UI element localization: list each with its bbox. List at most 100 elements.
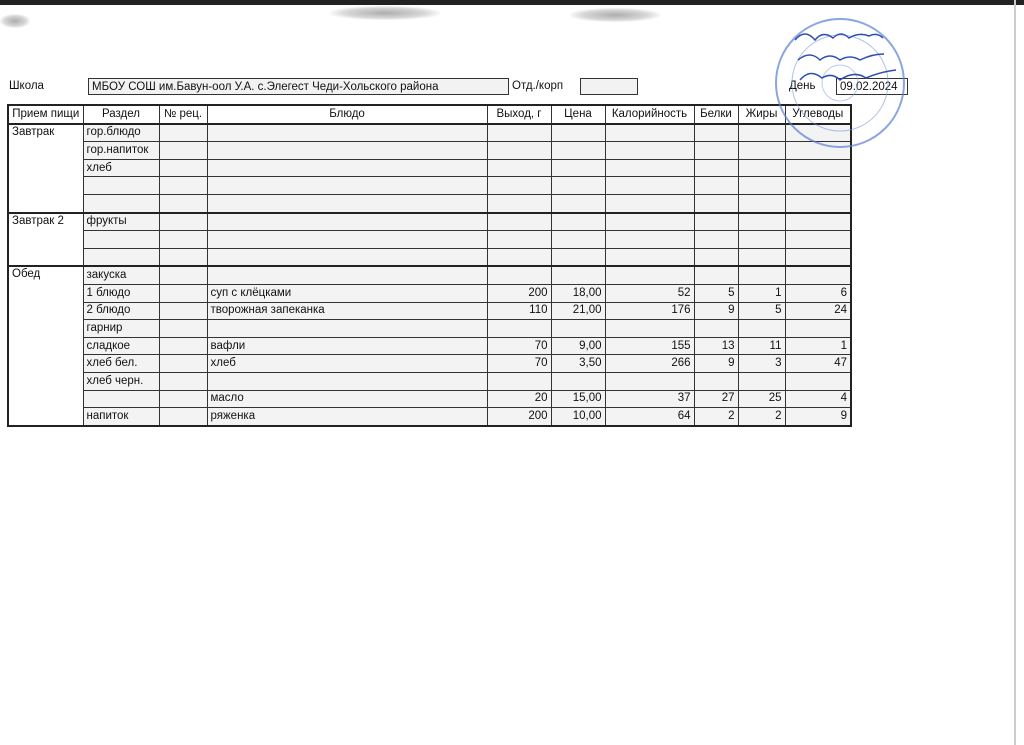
carbs-cell — [784, 247, 852, 267]
carbs-cell: 47 — [784, 354, 852, 373]
proteins-cell — [693, 247, 739, 267]
carbs-cell: 24 — [784, 301, 852, 321]
yield-cell — [486, 193, 552, 214]
proteins-cell — [693, 122, 739, 143]
calories-cell: 64 — [604, 407, 695, 427]
meal-cell: Завтрак 2 — [7, 211, 84, 267]
carbs-cell: 1 — [784, 336, 852, 356]
proteins-cell — [693, 319, 739, 338]
fats-cell — [737, 176, 786, 195]
carbs-cell — [784, 158, 852, 178]
recipe-no-cell — [158, 265, 208, 285]
proteins-cell: 13 — [693, 336, 739, 356]
recipe-no-cell — [158, 336, 208, 356]
official-stamp — [775, 18, 905, 148]
column-header: Углеводы — [784, 104, 852, 125]
dish-cell: вафли — [206, 336, 488, 356]
price-cell: 3,50 — [550, 354, 606, 373]
dish-cell — [206, 176, 488, 195]
proteins-cell — [693, 193, 739, 214]
dish-cell — [206, 319, 488, 338]
recipe-no-cell — [158, 354, 208, 373]
dept-field[interactable] — [580, 78, 638, 95]
carbs-cell — [784, 211, 852, 232]
proteins-cell — [693, 265, 739, 285]
table-row — [8, 176, 852, 195]
table-row — [8, 230, 852, 249]
section-cell: хлеб бел. — [82, 354, 160, 373]
fats-cell — [737, 265, 786, 285]
table-row: Завтрак 2 фрукты — [7, 211, 852, 267]
carbs-cell — [784, 193, 852, 214]
calories-cell: 155 — [604, 336, 695, 356]
recipe-no-cell — [158, 371, 208, 391]
calories-cell — [604, 230, 695, 249]
recipe-no-cell — [158, 230, 208, 249]
dish-cell — [206, 265, 488, 285]
column-header: Калорийность — [604, 104, 695, 125]
day-field[interactable]: 09.02.2024 — [836, 78, 908, 95]
dept-label: Отд./корп — [512, 80, 564, 92]
proteins-cell — [693, 371, 739, 391]
table-row: хлеб — [8, 158, 852, 178]
price-cell — [550, 193, 606, 214]
dish-cell — [206, 247, 488, 267]
table-row: гор.напиток — [8, 141, 852, 160]
carbs-cell: 6 — [784, 283, 852, 303]
fats-cell — [737, 193, 786, 214]
proteins-cell — [693, 141, 739, 160]
section-cell: фрукты — [82, 211, 160, 232]
yield-cell — [486, 211, 552, 232]
fats-cell: 5 — [737, 301, 786, 321]
dish-cell — [206, 141, 488, 160]
price-cell: 10,00 — [550, 407, 606, 427]
dish-cell — [206, 211, 488, 232]
table-row: масло 20 15,00 37 27 25 4 — [8, 389, 852, 409]
carbs-cell — [784, 371, 852, 391]
yield-cell — [486, 158, 552, 178]
recipe-no-cell — [158, 193, 208, 214]
yield-cell — [486, 319, 552, 338]
meal-cell: Завтрак — [7, 122, 84, 214]
fats-cell — [737, 371, 786, 391]
calories-cell: 176 — [604, 301, 695, 321]
column-header: Цена — [550, 104, 606, 125]
calories-cell — [604, 247, 695, 267]
scan-edge — [0, 0, 1024, 5]
price-cell — [550, 122, 606, 143]
yield-cell — [486, 122, 552, 143]
price-cell — [550, 319, 606, 338]
calories-cell — [604, 211, 695, 232]
calories-cell — [604, 265, 695, 285]
yield-cell: 20 — [486, 389, 552, 409]
calories-cell — [604, 371, 695, 391]
fats-cell: 1 — [737, 283, 786, 303]
recipe-no-cell — [158, 319, 208, 338]
price-cell — [550, 141, 606, 160]
yield-cell: 70 — [486, 336, 552, 356]
recipe-no-cell — [158, 301, 208, 321]
carbs-cell — [784, 319, 852, 338]
carbs-cell: 9 — [784, 407, 852, 427]
price-cell: 9,00 — [550, 336, 606, 356]
section-cell: 1 блюдо — [82, 283, 160, 303]
table-row: Завтрак гор.блюдо — [7, 122, 852, 214]
dish-cell: творожная запеканка — [206, 301, 488, 321]
school-label: Школа — [9, 80, 44, 92]
calories-cell — [604, 141, 695, 160]
yield-cell — [486, 265, 552, 285]
school-field[interactable]: МБОУ СОШ им.Бавун-оол У.А. с.Элегест Чед… — [88, 78, 509, 95]
column-header: Выход, г — [486, 104, 552, 125]
recipe-no-cell — [158, 211, 208, 232]
section-cell: напиток — [82, 407, 160, 427]
section-cell — [82, 389, 160, 409]
recipe-no-cell — [158, 247, 208, 267]
carbs-cell — [784, 230, 852, 249]
yield-cell: 200 — [486, 283, 552, 303]
column-header: Прием пищи — [7, 104, 84, 125]
recipe-no-cell — [158, 176, 208, 195]
price-cell — [550, 211, 606, 232]
column-header: Раздел — [82, 104, 160, 125]
yield-cell — [486, 371, 552, 391]
price-cell — [550, 176, 606, 195]
